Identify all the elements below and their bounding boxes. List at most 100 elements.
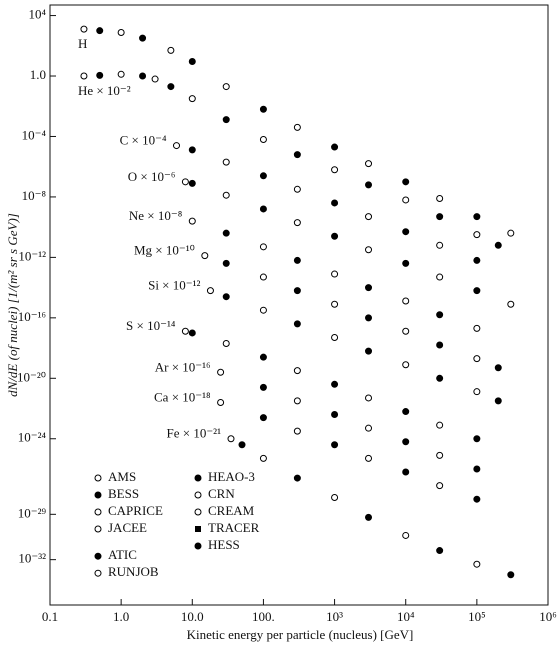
data-point — [436, 213, 444, 221]
data-point — [331, 166, 339, 174]
legend-marker — [94, 491, 102, 499]
data-point — [259, 136, 267, 144]
data-point — [402, 438, 410, 446]
data-point — [402, 259, 410, 267]
x-tick-label: 10⁵ — [468, 609, 486, 624]
data-point — [259, 273, 267, 281]
data-point — [402, 468, 410, 476]
data-point — [402, 531, 410, 539]
data-point — [436, 421, 444, 429]
data-point — [436, 451, 444, 459]
data-point — [227, 435, 235, 443]
data-point — [293, 427, 301, 435]
data-point — [365, 424, 373, 432]
data-point — [331, 270, 339, 278]
data-point — [188, 179, 196, 187]
data-point — [117, 28, 125, 36]
data-point — [473, 231, 481, 239]
series-label: Ar × 10⁻¹⁶ — [155, 359, 211, 374]
x-axis-label: Kinetic energy per particle (nucleus) [G… — [187, 627, 414, 642]
data-point — [259, 172, 267, 180]
series-label: O × 10⁻⁶ — [128, 169, 176, 184]
legend-label: CAPRICE — [108, 503, 163, 518]
legend-label: RUNJOB — [108, 564, 159, 579]
data-point — [494, 397, 502, 405]
data-point — [139, 34, 147, 42]
data-point — [365, 314, 373, 322]
data-point — [331, 380, 339, 388]
data-point — [331, 411, 339, 419]
legend-marker — [94, 569, 102, 577]
y-tick-label: 10⁴ — [28, 7, 46, 22]
legend-label: JACEE — [108, 520, 147, 535]
data-point — [436, 241, 444, 249]
data-point — [259, 105, 267, 113]
data-point — [151, 75, 159, 83]
data-point — [96, 71, 104, 79]
data-point — [436, 341, 444, 349]
x-tick-label: 10⁴ — [397, 609, 415, 624]
data-point — [259, 243, 267, 251]
data-point — [222, 259, 230, 267]
data-point — [117, 70, 125, 78]
data-point — [181, 327, 189, 335]
data-point — [217, 399, 225, 407]
data-point — [96, 27, 104, 35]
data-point — [436, 482, 444, 490]
legend-label: CREAM — [208, 503, 255, 518]
series-label: Si × 10⁻¹² — [148, 278, 200, 293]
data-point — [259, 454, 267, 462]
data-point — [293, 287, 301, 295]
data-point — [402, 178, 410, 186]
data-point — [365, 181, 373, 189]
legend-label: AMS — [108, 469, 136, 484]
legend-marker — [194, 491, 202, 499]
data-point — [188, 146, 196, 154]
data-point — [181, 178, 189, 186]
data-point — [473, 287, 481, 295]
data-point — [222, 229, 230, 237]
legend-marker — [94, 525, 102, 533]
x-tick-label: 0.1 — [42, 609, 58, 624]
x-tick-label: 10⁶ — [539, 609, 557, 624]
y-tick-label: 10⁻³² — [18, 551, 46, 566]
data-point — [259, 383, 267, 391]
data-point — [507, 229, 515, 237]
legend-marker — [194, 508, 202, 516]
data-point — [473, 560, 481, 568]
x-tick-label: 10.0 — [181, 609, 204, 624]
data-point — [331, 232, 339, 240]
series-label: Ne × 10⁻⁸ — [129, 208, 183, 223]
data-point — [331, 441, 339, 449]
data-point — [473, 324, 481, 332]
data-point — [494, 364, 502, 372]
data-point — [222, 116, 230, 124]
data-point — [331, 199, 339, 207]
data-point — [139, 72, 147, 80]
data-point — [331, 300, 339, 308]
data-point — [222, 158, 230, 166]
data-point — [331, 334, 339, 342]
data-point — [365, 513, 373, 521]
data-point — [259, 353, 267, 361]
data-point — [173, 142, 181, 150]
data-point — [188, 95, 196, 103]
y-tick-label: 10⁻²⁴ — [18, 430, 47, 445]
data-point — [365, 213, 373, 221]
data-point — [365, 246, 373, 254]
y-tick-label: 10⁻⁸ — [22, 188, 47, 203]
y-tick-label: 10⁻¹² — [18, 248, 46, 263]
data-point — [365, 454, 373, 462]
series-label: Fe × 10⁻²¹ — [166, 426, 221, 441]
data-point — [222, 191, 230, 199]
data-point — [402, 327, 410, 335]
series-label: He × 10⁻² — [78, 83, 131, 98]
data-point — [167, 46, 175, 54]
data-point — [201, 252, 209, 260]
data-point — [402, 408, 410, 416]
data-point — [436, 374, 444, 382]
data-point — [365, 284, 373, 292]
data-point — [188, 329, 196, 337]
data-point — [188, 58, 196, 66]
data-point — [293, 185, 301, 193]
